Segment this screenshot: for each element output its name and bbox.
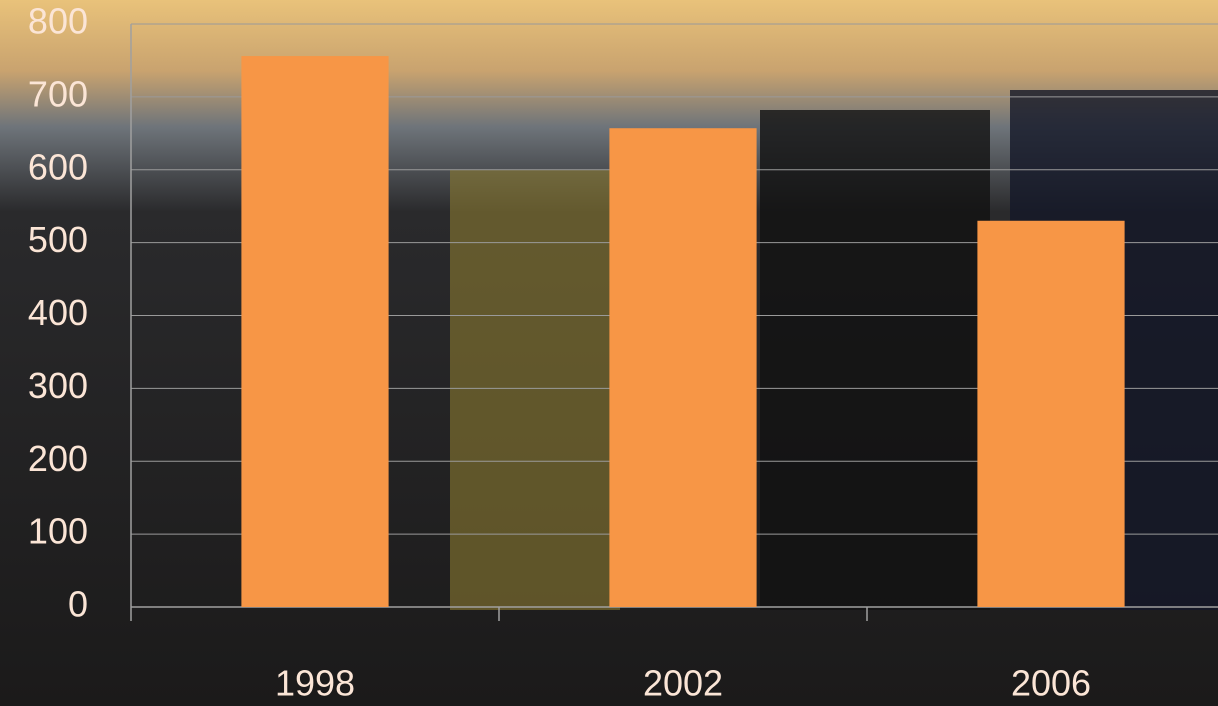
- x-tick-label: 1998: [275, 663, 355, 704]
- y-tick-label: 500: [28, 219, 88, 260]
- photo-figure: [450, 170, 620, 610]
- bar: [609, 128, 756, 607]
- y-tick-label: 800: [28, 1, 88, 42]
- y-tick-label: 700: [28, 73, 88, 114]
- bar: [241, 56, 388, 607]
- x-tick-label: 2002: [643, 663, 723, 704]
- y-tick-label: 0: [68, 584, 88, 625]
- y-tick-label: 400: [28, 292, 88, 333]
- bar: [977, 221, 1124, 607]
- y-tick-label: 600: [28, 146, 88, 187]
- chart: 0 100 200 300 400 500 600 700 800 1998 2002 2006: [0, 0, 1218, 706]
- photo-figure: [760, 110, 990, 610]
- y-tick-label: 100: [28, 511, 88, 552]
- x-tick-label: 2006: [1011, 663, 1091, 704]
- y-tick-label: 200: [28, 438, 88, 479]
- y-tick-label: 300: [28, 365, 88, 406]
